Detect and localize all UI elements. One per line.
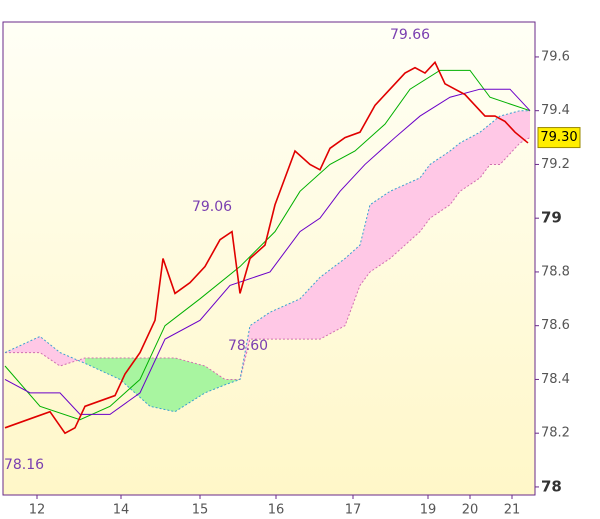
cloud-segment [345, 245, 360, 326]
y-tick-label: 79.2 [541, 157, 570, 172]
cloud-segment [300, 277, 320, 340]
indicator-line [4, 88, 531, 415]
y-tick-label: 78.8 [541, 264, 570, 279]
plot-area [2, 21, 536, 496]
x-tick-label: 21 [504, 503, 521, 518]
cloud-segment [85, 357, 120, 380]
cloud-segment [150, 357, 175, 412]
cloud-segment [40, 336, 60, 366]
cloud-segment [430, 151, 450, 219]
cloud-segment [370, 191, 390, 272]
cloud-segment [420, 164, 430, 232]
cloud-edge [4, 110, 530, 413]
last-price-box [537, 127, 581, 149]
x-tick-label: 12 [29, 503, 46, 518]
cloud-segment [390, 177, 420, 259]
annotation: 79.66 [390, 27, 430, 43]
cloud-segment [480, 124, 490, 178]
annotation: 78.16 [4, 457, 44, 473]
x-tick-label: 16 [268, 503, 285, 518]
last-price-label: 79.30 [540, 130, 577, 145]
cloud-segment [60, 352, 85, 366]
y-tick-label: 78.2 [541, 426, 570, 441]
cloud-segment [205, 366, 225, 393]
y-tick-label: 78.4 [541, 372, 570, 387]
annotation: 78.60 [228, 338, 268, 354]
cloud-segment [360, 204, 370, 286]
cloud-edge [5, 137, 531, 380]
indicator-line [4, 69, 531, 421]
y-tick-label: 79.4 [541, 103, 570, 118]
x-tick-label: 20 [462, 503, 479, 518]
cloud-segment [450, 142, 460, 205]
cloud-segment [270, 298, 300, 340]
cloud-segment [520, 110, 530, 143]
x-tick-label: 14 [113, 503, 130, 518]
y-tick-label: 78 [541, 477, 562, 495]
cloud-segment [490, 116, 500, 165]
x-tick-label: 15 [192, 503, 209, 518]
y-tick-label: 78.6 [541, 318, 570, 333]
x-tick-label: 17 [345, 503, 362, 518]
price-line [4, 60, 529, 435]
cloud-segment [500, 110, 520, 165]
cloud-segment [460, 132, 480, 192]
y-tick-label: 79.6 [541, 49, 570, 64]
cloud-segment [175, 357, 205, 412]
cloud-segment [320, 258, 345, 340]
x-tick-label: 19 [420, 503, 437, 518]
y-tick-label: 79 [541, 209, 562, 227]
cloud-segment [250, 312, 270, 340]
annotation: 79.06 [192, 199, 232, 215]
